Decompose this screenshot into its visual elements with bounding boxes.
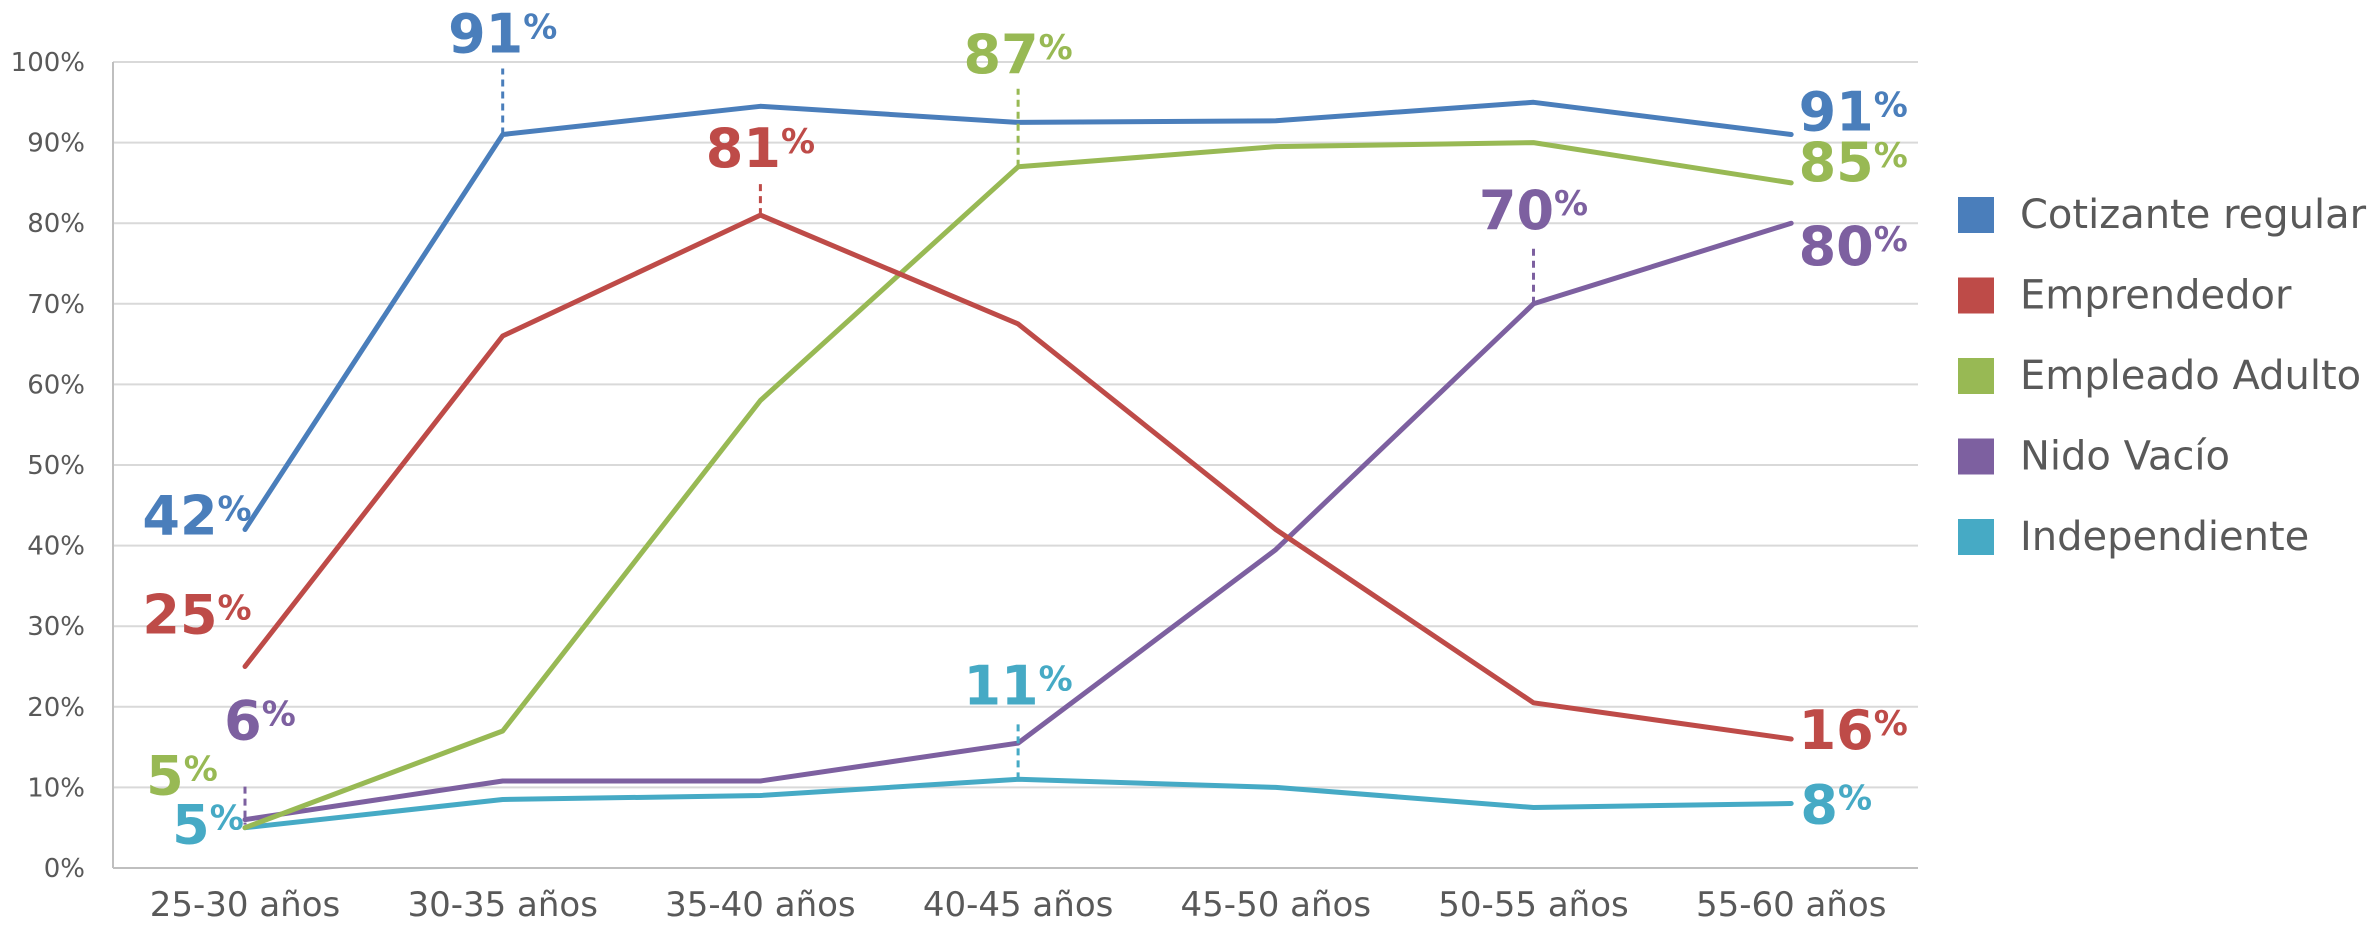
legend-swatch (1958, 358, 1994, 394)
data-label-value: 5 (172, 794, 210, 857)
data-label: 16% (1799, 699, 1908, 762)
data-label: 81% (706, 117, 815, 180)
x-tick-label: 50-55 años (1438, 885, 1629, 925)
y-axis: 0% 10% 20% 30% 40% 50% 60% 70% 80% 90% 100% (11, 48, 85, 884)
data-label: 8% (1800, 774, 1872, 837)
data-label-value: 85 (1799, 131, 1874, 194)
x-tick-label: 45-50 años (1181, 885, 1372, 925)
data-label-percent: % (1039, 659, 1073, 699)
data-label: 6% (224, 690, 296, 753)
grid-layer (112, 61, 1918, 869)
legend-swatch (1958, 438, 1994, 475)
data-label: 25% (142, 584, 251, 647)
data-label-value: 91 (448, 3, 523, 66)
data-label: 5% (146, 745, 218, 808)
legend-item: Independiente (1958, 514, 2309, 560)
data-label-value: 11 (963, 654, 1038, 717)
y-tick-label: 50% (27, 451, 85, 481)
y-tick-label: 70% (27, 290, 85, 320)
y-tick-label: 40% (27, 532, 85, 562)
data-label-percent: % (523, 8, 557, 48)
legend-item: Empleado Adulto (1958, 353, 2361, 399)
x-tick-label: 35-40 años (665, 885, 856, 925)
x-tick-label: 25-30 años (150, 885, 341, 925)
x-tick-label: 40-45 años (923, 885, 1114, 925)
y-tick-label: 0% (44, 854, 85, 884)
data-label-value: 5 (146, 745, 184, 808)
legend-label: Empleado Adulto (2020, 353, 2361, 399)
data-label-percent: % (1838, 779, 1872, 819)
data-label-percent: % (1874, 220, 1908, 260)
data-label: 11% (963, 654, 1072, 717)
data-label: 91% (1799, 81, 1908, 144)
data-label: 87% (963, 23, 1072, 86)
x-tick-label: 30-35 años (407, 885, 598, 925)
data-label: 42% (142, 484, 251, 547)
legend: Cotizante regular Emprendedor Empleado Adu… (1958, 192, 2367, 560)
data-label: 85% (1799, 131, 1908, 194)
legend-swatch (1958, 277, 1994, 314)
data-label-value: 6 (224, 690, 262, 753)
data-label-value: 87 (963, 23, 1038, 86)
legend-item: Nido Vacío (1958, 434, 2230, 480)
data-label-value: 81 (706, 117, 781, 180)
y-tick-label: 100% (11, 48, 85, 78)
data-label-value: 42 (142, 484, 217, 547)
y-tick-label: 10% (27, 773, 85, 803)
legend-item: Cotizante regular (1958, 192, 2367, 238)
data-label-percent: % (1874, 704, 1908, 744)
data-label-value: 25 (142, 584, 217, 647)
y-tick-label: 30% (27, 612, 85, 642)
data-label: 80% (1799, 215, 1908, 278)
x-tick-label: 55-60 años (1696, 885, 1887, 925)
legend-label: Emprendedor (2020, 273, 2292, 319)
data-label-percent: % (210, 799, 244, 839)
legend-swatch (1958, 197, 1994, 233)
legend-label: Cotizante regular (2020, 192, 2367, 238)
legend-item: Emprendedor (1958, 273, 2292, 319)
data-label: 5% (172, 794, 244, 857)
data-label-percent: % (781, 122, 815, 162)
y-tick-label: 20% (27, 693, 85, 723)
data-label-percent: % (218, 489, 252, 529)
data-label: 91% (448, 3, 557, 66)
data-label-value: 8 (1800, 774, 1838, 837)
data-label-value: 70 (1479, 179, 1554, 242)
data-label-percent: % (1039, 28, 1073, 68)
legend-label: Independiente (2020, 514, 2309, 560)
data-label-percent: % (262, 695, 296, 735)
data-label-value: 91 (1799, 81, 1874, 144)
legend-swatch (1958, 519, 1994, 555)
data-label-percent: % (218, 589, 252, 629)
series-line-emprendedor (242, 212, 1794, 742)
data-label-percent: % (184, 750, 218, 790)
data-label-percent: % (1874, 86, 1908, 126)
data-label-value: 16 (1799, 699, 1874, 762)
y-tick-label: 90% (27, 129, 85, 159)
data-label-percent: % (1874, 136, 1908, 176)
data-label-value: 80 (1799, 215, 1874, 278)
x-axis: 25-30 años 30-35 años 35-40 años 40-45 años… (150, 885, 1887, 925)
series-line-empleado-adulto (242, 140, 1794, 831)
y-tick-label: 60% (27, 370, 85, 400)
annotation-layer: 42%91%91%25%81%16%5%87%85%6%70%80%5%11%8… (142, 3, 1907, 857)
data-label-percent: % (1554, 184, 1588, 224)
data-label: 70% (1479, 179, 1588, 242)
legend-label: Nido Vacío (2020, 434, 2230, 480)
y-tick-label: 80% (27, 209, 85, 239)
